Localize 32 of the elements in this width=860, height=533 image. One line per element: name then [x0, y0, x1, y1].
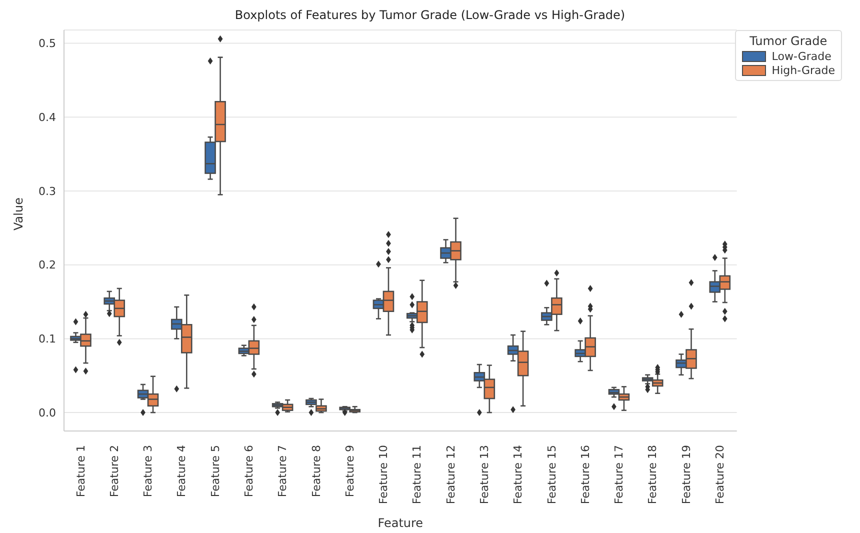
- x-tick-label: Feature 9: [343, 445, 356, 498]
- x-tick-label: Feature 12: [444, 445, 458, 504]
- x-tick-label: Feature 14: [512, 445, 525, 504]
- legend-label: Low-Grade: [772, 50, 832, 63]
- x-tick-label: Feature 4: [175, 445, 188, 498]
- x-tick-label: Feature 3: [142, 445, 155, 498]
- legend-title: Tumor Grade: [748, 34, 828, 48]
- x-axis-title: Feature: [378, 516, 424, 530]
- y-tick-label: 0.0: [38, 406, 56, 420]
- y-tick-label: 0.5: [38, 37, 56, 50]
- x-tick-label: Feature 10: [377, 445, 390, 504]
- x-tick-label: Feature 13: [478, 445, 491, 504]
- y-tick-label: 0.3: [38, 184, 56, 198]
- x-tick-label: Feature 20: [713, 445, 726, 504]
- chart-title: Boxplots of Features by Tumor Grade (Low-Grade vs High-Grade): [234, 8, 626, 24]
- x-tick-label: Feature 16: [578, 445, 592, 504]
- x-tick-label: Feature 2: [108, 445, 121, 498]
- x-tick-label: Feature 15: [545, 445, 558, 504]
- x-tick-label: Feature 18: [646, 445, 660, 504]
- x-tick-label: Feature 19: [680, 445, 693, 504]
- x-tick-label: Feature 8: [310, 445, 323, 498]
- y-tick-label: 0.2: [38, 258, 56, 272]
- x-tick-label: Feature 17: [612, 445, 626, 504]
- x-tick-label: Feature 1: [74, 445, 88, 498]
- y-tick-label: 0.1: [38, 332, 56, 346]
- x-tick-label: Feature 6: [242, 445, 256, 498]
- y-tick-label: 0.4: [38, 111, 56, 124]
- legend-label: High-Grade: [772, 64, 835, 77]
- x-tick-label: Feature 5: [208, 445, 222, 498]
- y-axis-title: Value: [11, 198, 26, 230]
- x-tick-label: Feature 11: [410, 445, 424, 504]
- x-tick-label: Feature 7: [276, 445, 290, 498]
